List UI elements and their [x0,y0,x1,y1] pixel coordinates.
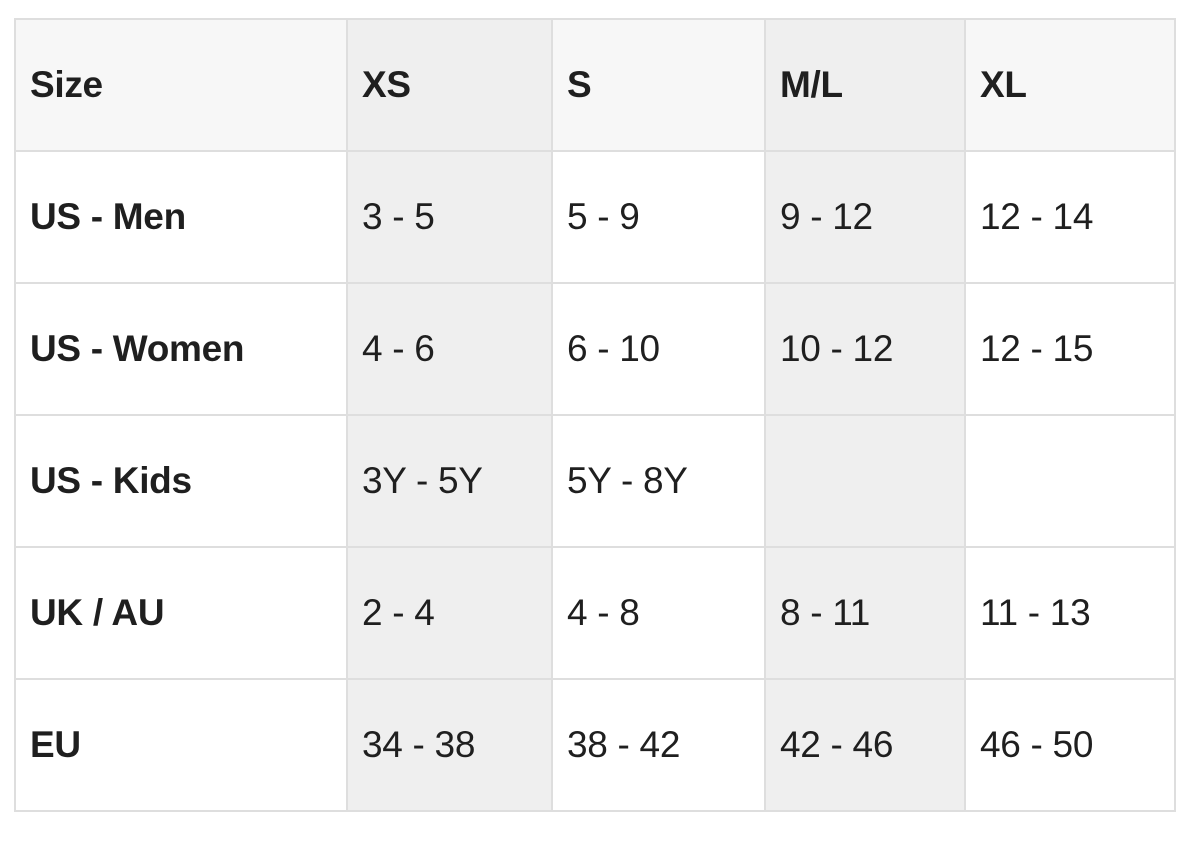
table-row: US - Kids 3Y - 5Y 5Y - 8Y [14,414,1176,548]
cell [964,414,1176,548]
row-label: UK / AU [14,546,348,680]
table-row: US - Men 3 - 5 5 - 9 9 - 12 12 - 14 [14,150,1176,284]
row-label: EU [14,678,348,812]
cell [764,414,966,548]
cell: 12 - 15 [964,282,1176,416]
cell: 38 - 42 [551,678,766,812]
cell: 6 - 10 [551,282,766,416]
cell: 3 - 5 [346,150,553,284]
cell: 4 - 6 [346,282,553,416]
header-ml: M/L [764,18,966,152]
header-row: Size XS S M/L XL [14,18,1176,152]
table-row: EU 34 - 38 38 - 42 42 - 46 46 - 50 [14,678,1176,812]
table-row: US - Women 4 - 6 6 - 10 10 - 12 12 - 15 [14,282,1176,416]
cell: 42 - 46 [764,678,966,812]
cell: 46 - 50 [964,678,1176,812]
cell: 5 - 9 [551,150,766,284]
cell: 3Y - 5Y [346,414,553,548]
header-s: S [551,18,766,152]
cell: 11 - 13 [964,546,1176,680]
cell: 10 - 12 [764,282,966,416]
cell: 12 - 14 [964,150,1176,284]
header-xl: XL [964,18,1176,152]
cell: 5Y - 8Y [551,414,766,548]
table-row: UK / AU 2 - 4 4 - 8 8 - 11 11 - 13 [14,546,1176,680]
cell: 2 - 4 [346,546,553,680]
cell: 4 - 8 [551,546,766,680]
row-label: US - Women [14,282,348,416]
row-label: US - Men [14,150,348,284]
cell: 34 - 38 [346,678,553,812]
cell: 8 - 11 [764,546,966,680]
header-size: Size [14,18,348,152]
header-xs: XS [346,18,553,152]
row-label: US - Kids [14,414,348,548]
size-chart-table: Size XS S M/L XL US - Men 3 - 5 5 - 9 9 … [14,18,1176,812]
cell: 9 - 12 [764,150,966,284]
